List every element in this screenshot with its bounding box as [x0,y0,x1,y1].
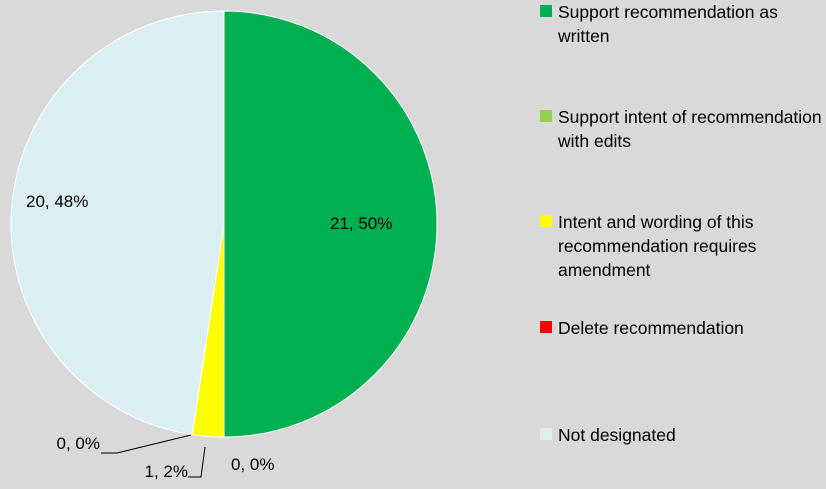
legend-item-support-as-written: Support recommendation as written [540,0,826,48]
leader-line [101,434,192,454]
legend-label: Support intent of recommendation with ed… [558,107,822,151]
pie-slice [10,10,225,436]
data-label: 0, 0% [57,434,100,453]
leader-line [188,446,206,478]
pie-slice [223,10,438,438]
legend-item-delete: Delete recommendation [540,316,826,340]
legend-swatch [540,110,552,122]
legend-item-support-intent: Support intent of recommendation with ed… [540,105,826,153]
legend-label: Intent and wording of this recommendatio… [558,212,757,280]
legend-label: Delete recommendation [558,318,744,338]
legend-label: Not designated [558,425,676,445]
legend-swatch [540,5,552,17]
data-label: 1, 2% [145,462,188,481]
legend-swatch [540,215,552,227]
legend-label: Support recommendation as written [558,2,778,46]
legend-item-not-designated: Not designated [540,423,826,447]
legend-item-requires-amendment: Intent and wording of this recommendatio… [540,210,826,282]
legend-swatch [540,428,552,440]
data-label: 0, 0% [231,455,274,474]
data-label: 21, 50% [330,214,392,233]
data-label: 20, 48% [26,192,88,211]
legend-swatch [540,321,552,333]
